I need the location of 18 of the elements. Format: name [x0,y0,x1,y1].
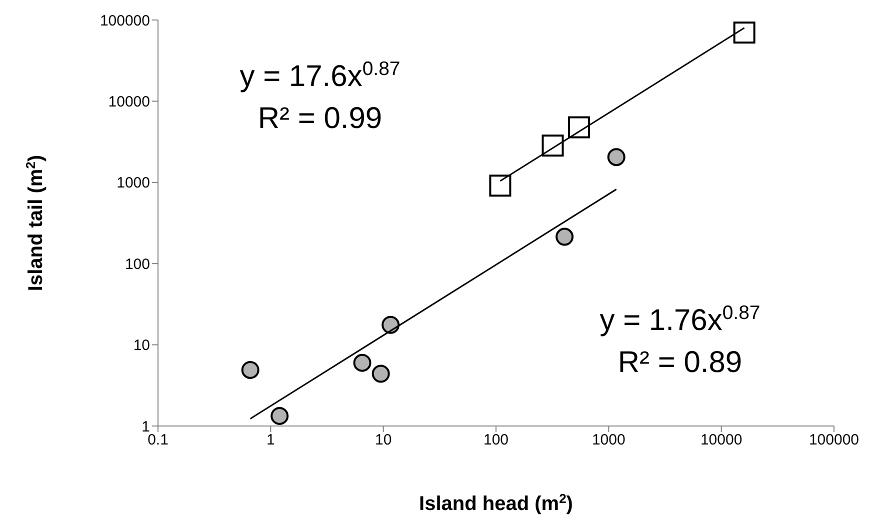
y-tick-label: 10 [133,337,150,354]
y-tick-label: 100000 [100,12,150,30]
y-tick-label: 1000 [116,174,150,192]
annotation: y = 1.76x$^{0.87}$ [600,302,760,337]
y-tick-label: 10000 [108,94,150,111]
annotation: R² = 0.89 [618,346,742,379]
x-tick-label: 10 [374,432,392,449]
annotation: R² = 0.99 [258,102,382,135]
annotation: y = 17.6x$^{0.87}$ [240,58,400,93]
y-tick-label: 100 [124,256,150,273]
x-tick-label: 100 [483,432,509,449]
x-tick-label: 0.1 [148,432,168,449]
y-tick-label: 1 [142,418,150,436]
x-tick-label: 10000 [700,432,742,449]
x-tick-label: 100000 [808,432,860,449]
x-tick-label: 1000 [592,432,626,449]
x-tick-label: 1 [266,432,275,449]
x-axis-title: Island head (m$^{2}$) [419,490,573,515]
